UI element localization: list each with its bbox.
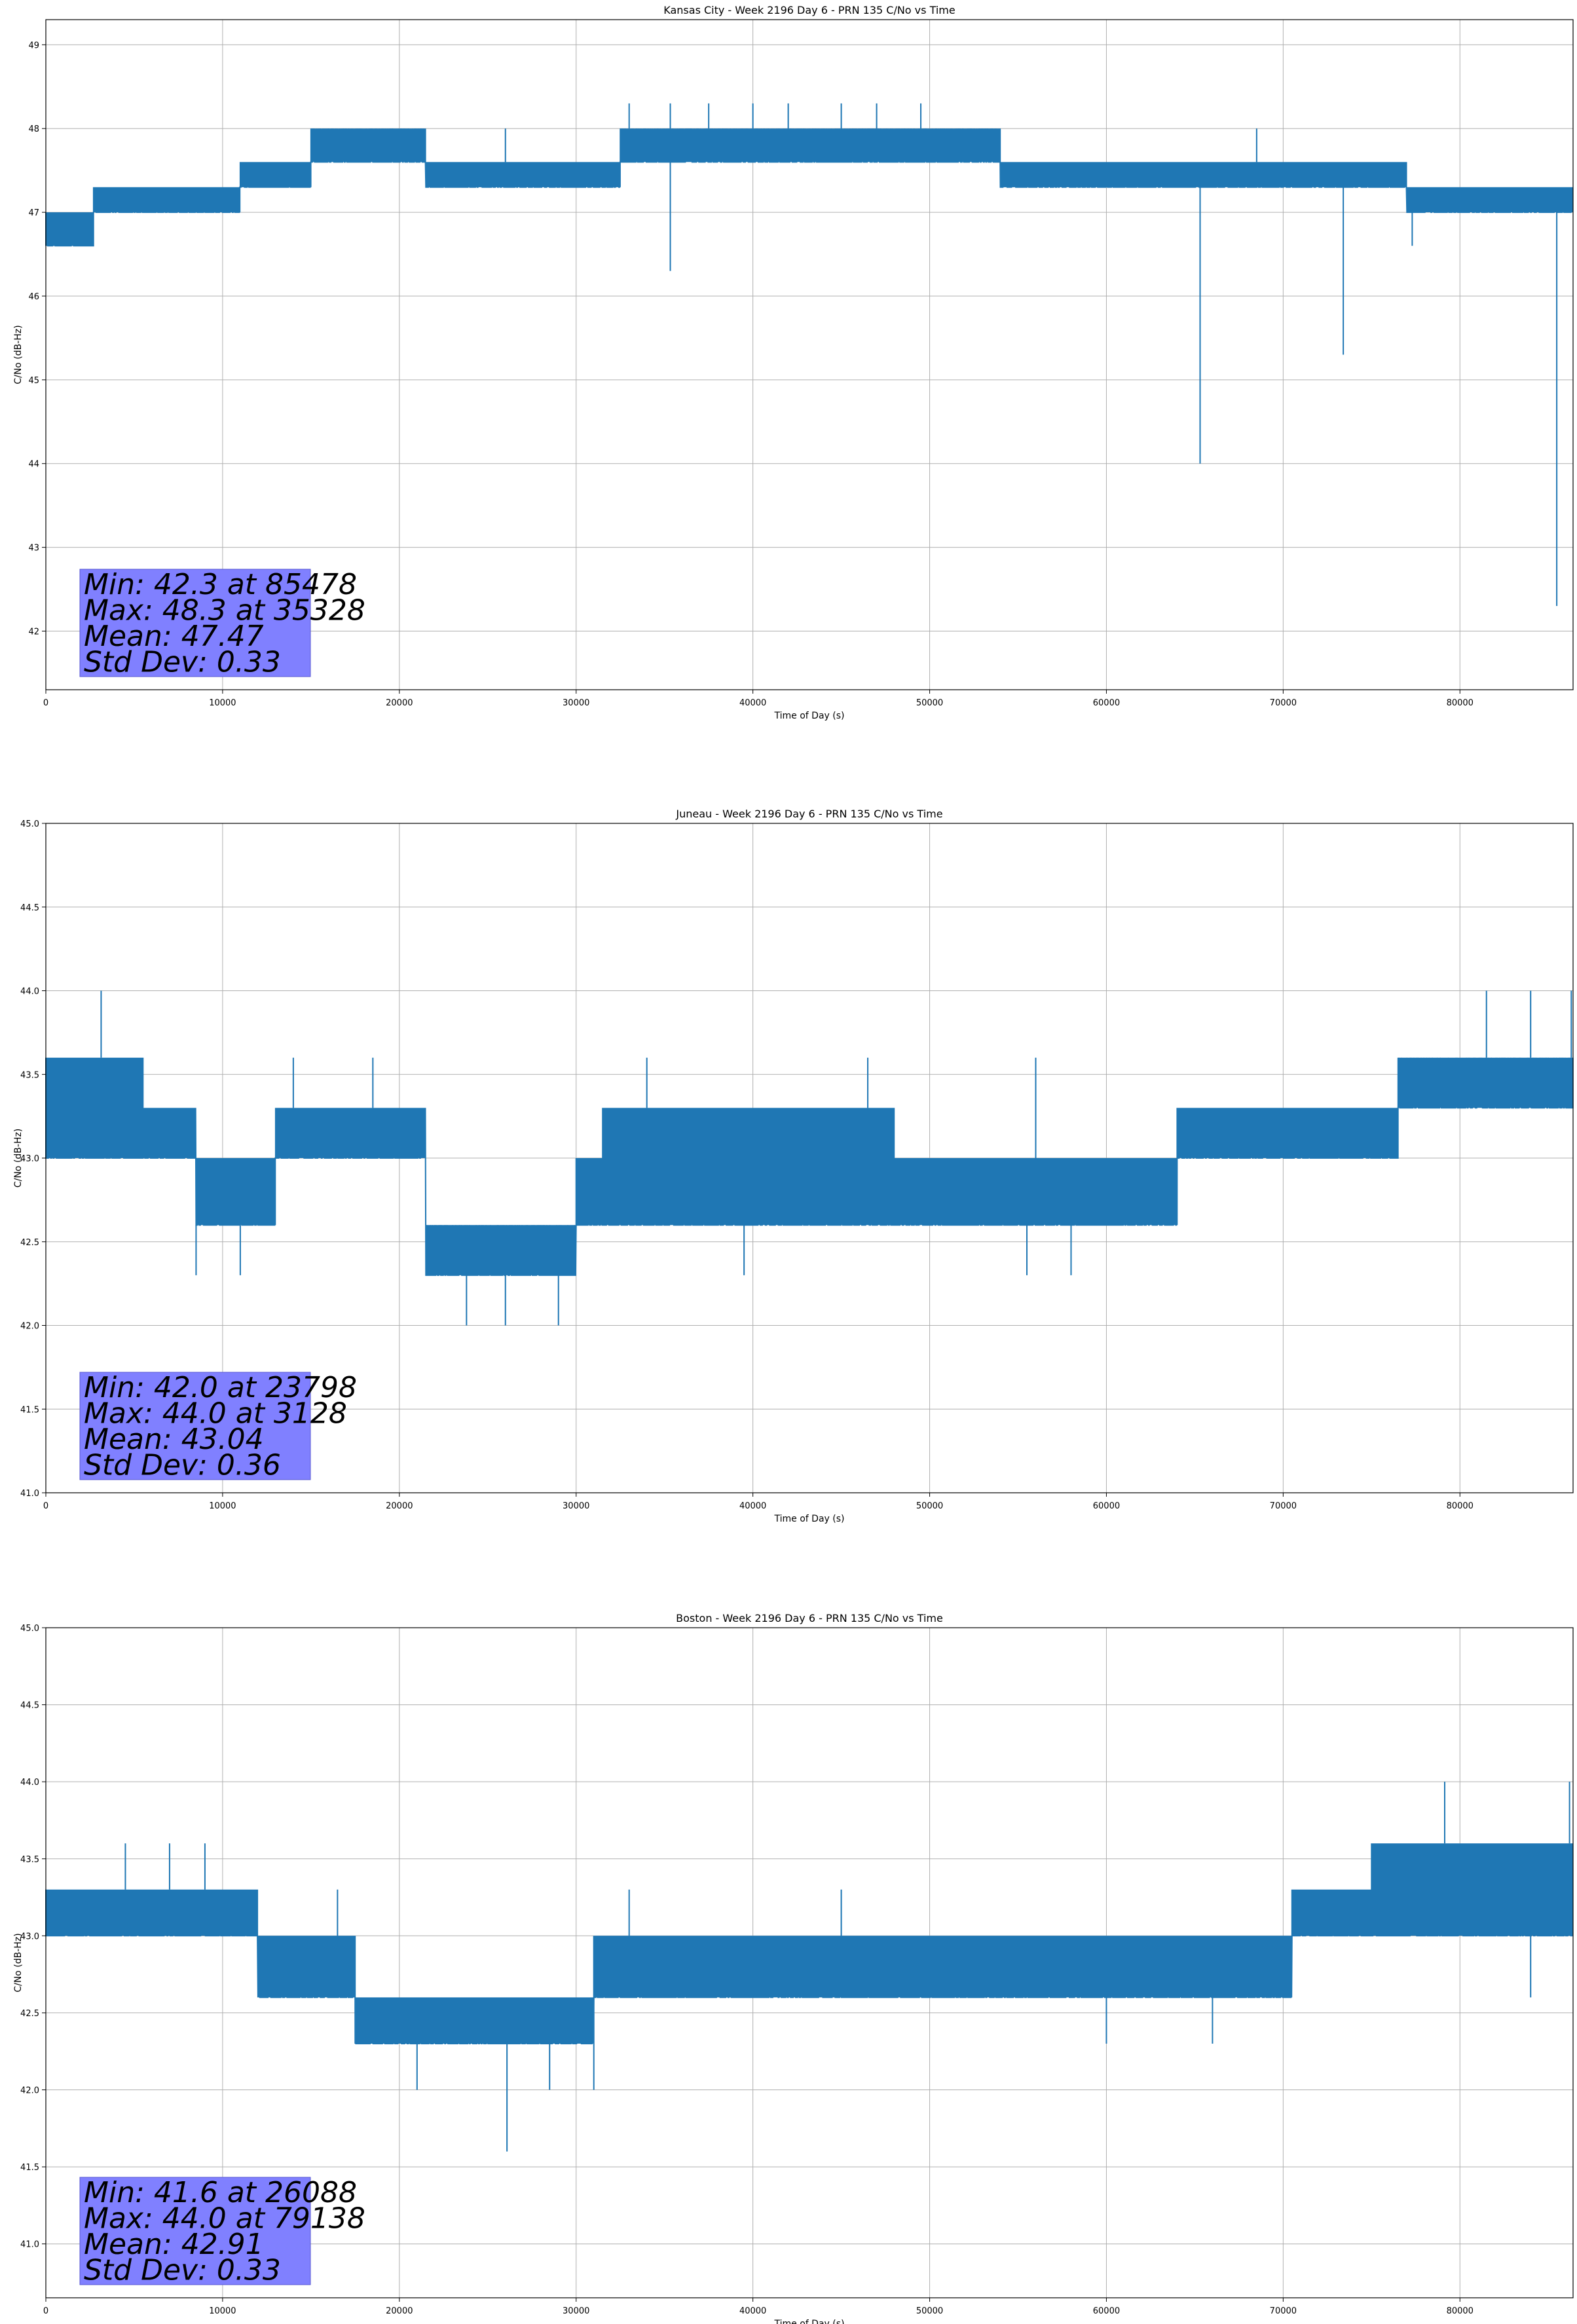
y-tick-label: 42.0 (20, 2086, 39, 2096)
chart-title: Juneau - Week 2196 Day 6 - PRN 135 C/No … (675, 808, 942, 820)
x-tick-label: 40000 (739, 2306, 766, 2316)
series-line (45, 1057, 1574, 1276)
x-tick-label: 70000 (1270, 698, 1297, 708)
chart-panel-2: 0 10000 20000 30000 40000 50000 60000 70000 8000… (13, 808, 1574, 1524)
y-tick-label: 46 (28, 292, 39, 302)
y-tick-label: 41.5 (20, 2163, 39, 2173)
y-tick-label: 45 (28, 376, 39, 386)
y-tick-label: 43.5 (20, 1070, 39, 1080)
x-axis-label: Time of Day (s) (774, 2319, 845, 2324)
stats-line: Min: 42.3 at 85478 (84, 568, 357, 601)
stats-line: Std Dev: 0.33 (84, 2254, 281, 2287)
y-tick-label: 42.0 (20, 1322, 39, 1332)
x-tick-label: 20000 (386, 1501, 413, 1511)
y-tick-label: 44.0 (20, 987, 39, 997)
x-tick-label: 30000 (563, 2306, 589, 2316)
y-tick-label: 47 (28, 208, 39, 218)
stats-line: Min: 42.0 at 23798 (84, 1371, 357, 1404)
chart-panel-3: 0 10000 20000 30000 40000 50000 60000 70000 8000… (13, 1612, 1574, 2324)
series-line (45, 1843, 1574, 2044)
y-axis-label: C/No (dB-Hz) (13, 325, 24, 384)
stats-line: Mean: 42.91 (84, 2228, 264, 2261)
y-tick-label: 42.5 (20, 2009, 39, 2019)
y-tick-label: 43.0 (20, 1154, 39, 1164)
y-tick-label: 44 (28, 460, 39, 470)
x-tick-label: 40000 (739, 1501, 766, 1511)
plot-frame (45, 19, 1574, 690)
stats-box (79, 569, 311, 677)
y-tick-label: 43 (28, 544, 39, 553)
stats-box (79, 2177, 311, 2285)
x-tick-label: 0 (43, 698, 48, 708)
x-tick-label: 70000 (1270, 2306, 1297, 2316)
y-axis-label: C/No (dB-Hz) (13, 1129, 24, 1188)
x-tick-label: 30000 (563, 1501, 589, 1511)
x-tick-label: 60000 (1093, 2306, 1120, 2316)
stats-line: Std Dev: 0.33 (84, 646, 281, 679)
stats-line: Mean: 43.04 (84, 1423, 264, 1456)
stats-line: Max: 48.3 at 35328 (84, 594, 365, 628)
x-tick-label: 50000 (916, 2306, 943, 2316)
x-tick-label: 0 (43, 1501, 48, 1511)
y-tick-label: 41.0 (20, 2240, 39, 2250)
x-axis-label: Time of Day (s) (774, 711, 845, 721)
plot-frame (45, 1627, 1574, 2298)
y-tick-label: 42.5 (20, 1238, 39, 1248)
stats-line: Min: 41.6 at 26088 (84, 2176, 357, 2209)
x-tick-label: 60000 (1093, 698, 1120, 708)
stats-line: Mean: 47.47 (84, 620, 264, 653)
x-tick-label: 80000 (1447, 698, 1474, 708)
y-tick-label: 45.0 (20, 819, 39, 829)
y-tick-label: 42 (28, 627, 39, 637)
stats-box (79, 1372, 311, 1480)
series-line (45, 128, 1574, 247)
y-tick-label: 44.5 (20, 903, 39, 913)
y-tick-label: 48 (28, 124, 39, 134)
x-tick-label: 70000 (1270, 1501, 1297, 1511)
stats-line: Max: 44.0 at 79138 (84, 2202, 365, 2236)
x-axis-label: Time of Day (s) (774, 1514, 845, 1524)
y-tick-label: 49 (28, 41, 39, 50)
x-tick-label: 50000 (916, 698, 943, 708)
chart-title: Boston - Week 2196 Day 6 - PRN 135 C/No … (676, 1612, 943, 1624)
x-tick-label: 10000 (209, 2306, 236, 2316)
x-tick-label: 30000 (563, 698, 589, 708)
chart-panel-1: 0 10000 20000 30000 40000 50000 60000 70000 8000… (13, 4, 1574, 721)
x-tick-label: 20000 (386, 2306, 413, 2316)
x-tick-label: 50000 (916, 1501, 943, 1511)
y-axis-label: C/No (dB-Hz) (13, 1933, 24, 1992)
y-tick-label: 43.0 (20, 1932, 39, 1941)
y-tick-label: 43.5 (20, 1855, 39, 1865)
chart-title: Kansas City - Week 2196 Day 6 - PRN 135 … (663, 4, 955, 16)
y-tick-label: 45.0 (20, 1624, 39, 1634)
y-tick-label: 44.5 (20, 1701, 39, 1711)
x-tick-label: 40000 (739, 698, 766, 708)
x-tick-label: 10000 (209, 698, 236, 708)
x-tick-label: 0 (43, 2306, 48, 2316)
x-tick-label: 60000 (1093, 1501, 1120, 1511)
y-tick-label: 44.0 (20, 1778, 39, 1788)
y-tick-label: 41.0 (20, 1489, 39, 1499)
x-tick-label: 10000 (209, 1501, 236, 1511)
y-tick-label: 41.5 (20, 1405, 39, 1415)
x-tick-label: 20000 (386, 698, 413, 708)
stats-line: Std Dev: 0.36 (84, 1449, 281, 1482)
x-tick-label: 80000 (1447, 2306, 1474, 2316)
stats-line: Max: 44.0 at 3128 (84, 1397, 347, 1431)
x-tick-label: 80000 (1447, 1501, 1474, 1511)
